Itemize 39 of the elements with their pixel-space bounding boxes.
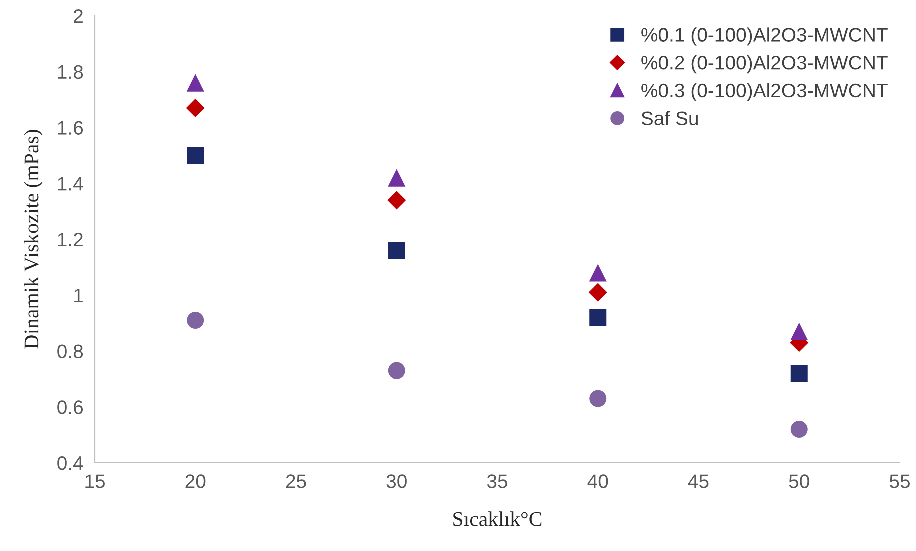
y-tick-label: 1.4 — [58, 177, 84, 191]
legend-label: %0.3 (0-100)Al2O3-MWCNT — [642, 83, 888, 102]
x-tick-label: 35 — [487, 474, 508, 488]
point — [790, 420, 808, 438]
point — [186, 98, 205, 118]
legend-label: %0.2 (0-100)Al2O3-MWCNT — [642, 56, 888, 74]
x-tick-label: 45 — [688, 474, 709, 488]
y-tick-label: 0.8 — [58, 344, 84, 358]
point — [388, 191, 406, 210]
legend-label: %0.1 (0-100)Al2O3-MWCNT — [642, 28, 888, 46]
x-tick-label: 30 — [386, 474, 407, 488]
point — [588, 283, 608, 302]
x-tick-label: 15 — [86, 474, 105, 488]
point — [388, 362, 406, 380]
point — [388, 169, 406, 187]
y-tick-label: 1.2 — [58, 232, 83, 247]
x-tick-label: 25 — [286, 474, 306, 488]
point — [187, 147, 204, 164]
y-tick-label: 2 — [74, 9, 83, 24]
y-tick-label: 1.6 — [58, 121, 84, 135]
x-tick-label: 40 — [588, 474, 608, 488]
point — [589, 264, 607, 282]
point — [590, 309, 607, 326]
y-tick-label: 0.4 — [58, 456, 84, 470]
point — [187, 312, 204, 330]
point — [790, 365, 808, 382]
point — [186, 74, 204, 92]
x-axis-title: Sıcaklık°C — [454, 512, 542, 526]
x-tick-label: 55 — [890, 474, 910, 488]
point — [790, 322, 808, 340]
y-axis-title: Dinamik Viskozite (mPas) — [24, 130, 43, 350]
point — [590, 390, 607, 408]
y-tick-label: 1.8 — [58, 65, 84, 80]
x-tick-label: 50 — [789, 474, 810, 488]
point — [388, 242, 406, 260]
x-tick-label: 20 — [186, 474, 206, 488]
y-tick-label: 1 — [74, 289, 83, 302]
y-tick-label: 0.6 — [58, 400, 84, 414]
legend-label: Saf Su — [642, 111, 698, 126]
